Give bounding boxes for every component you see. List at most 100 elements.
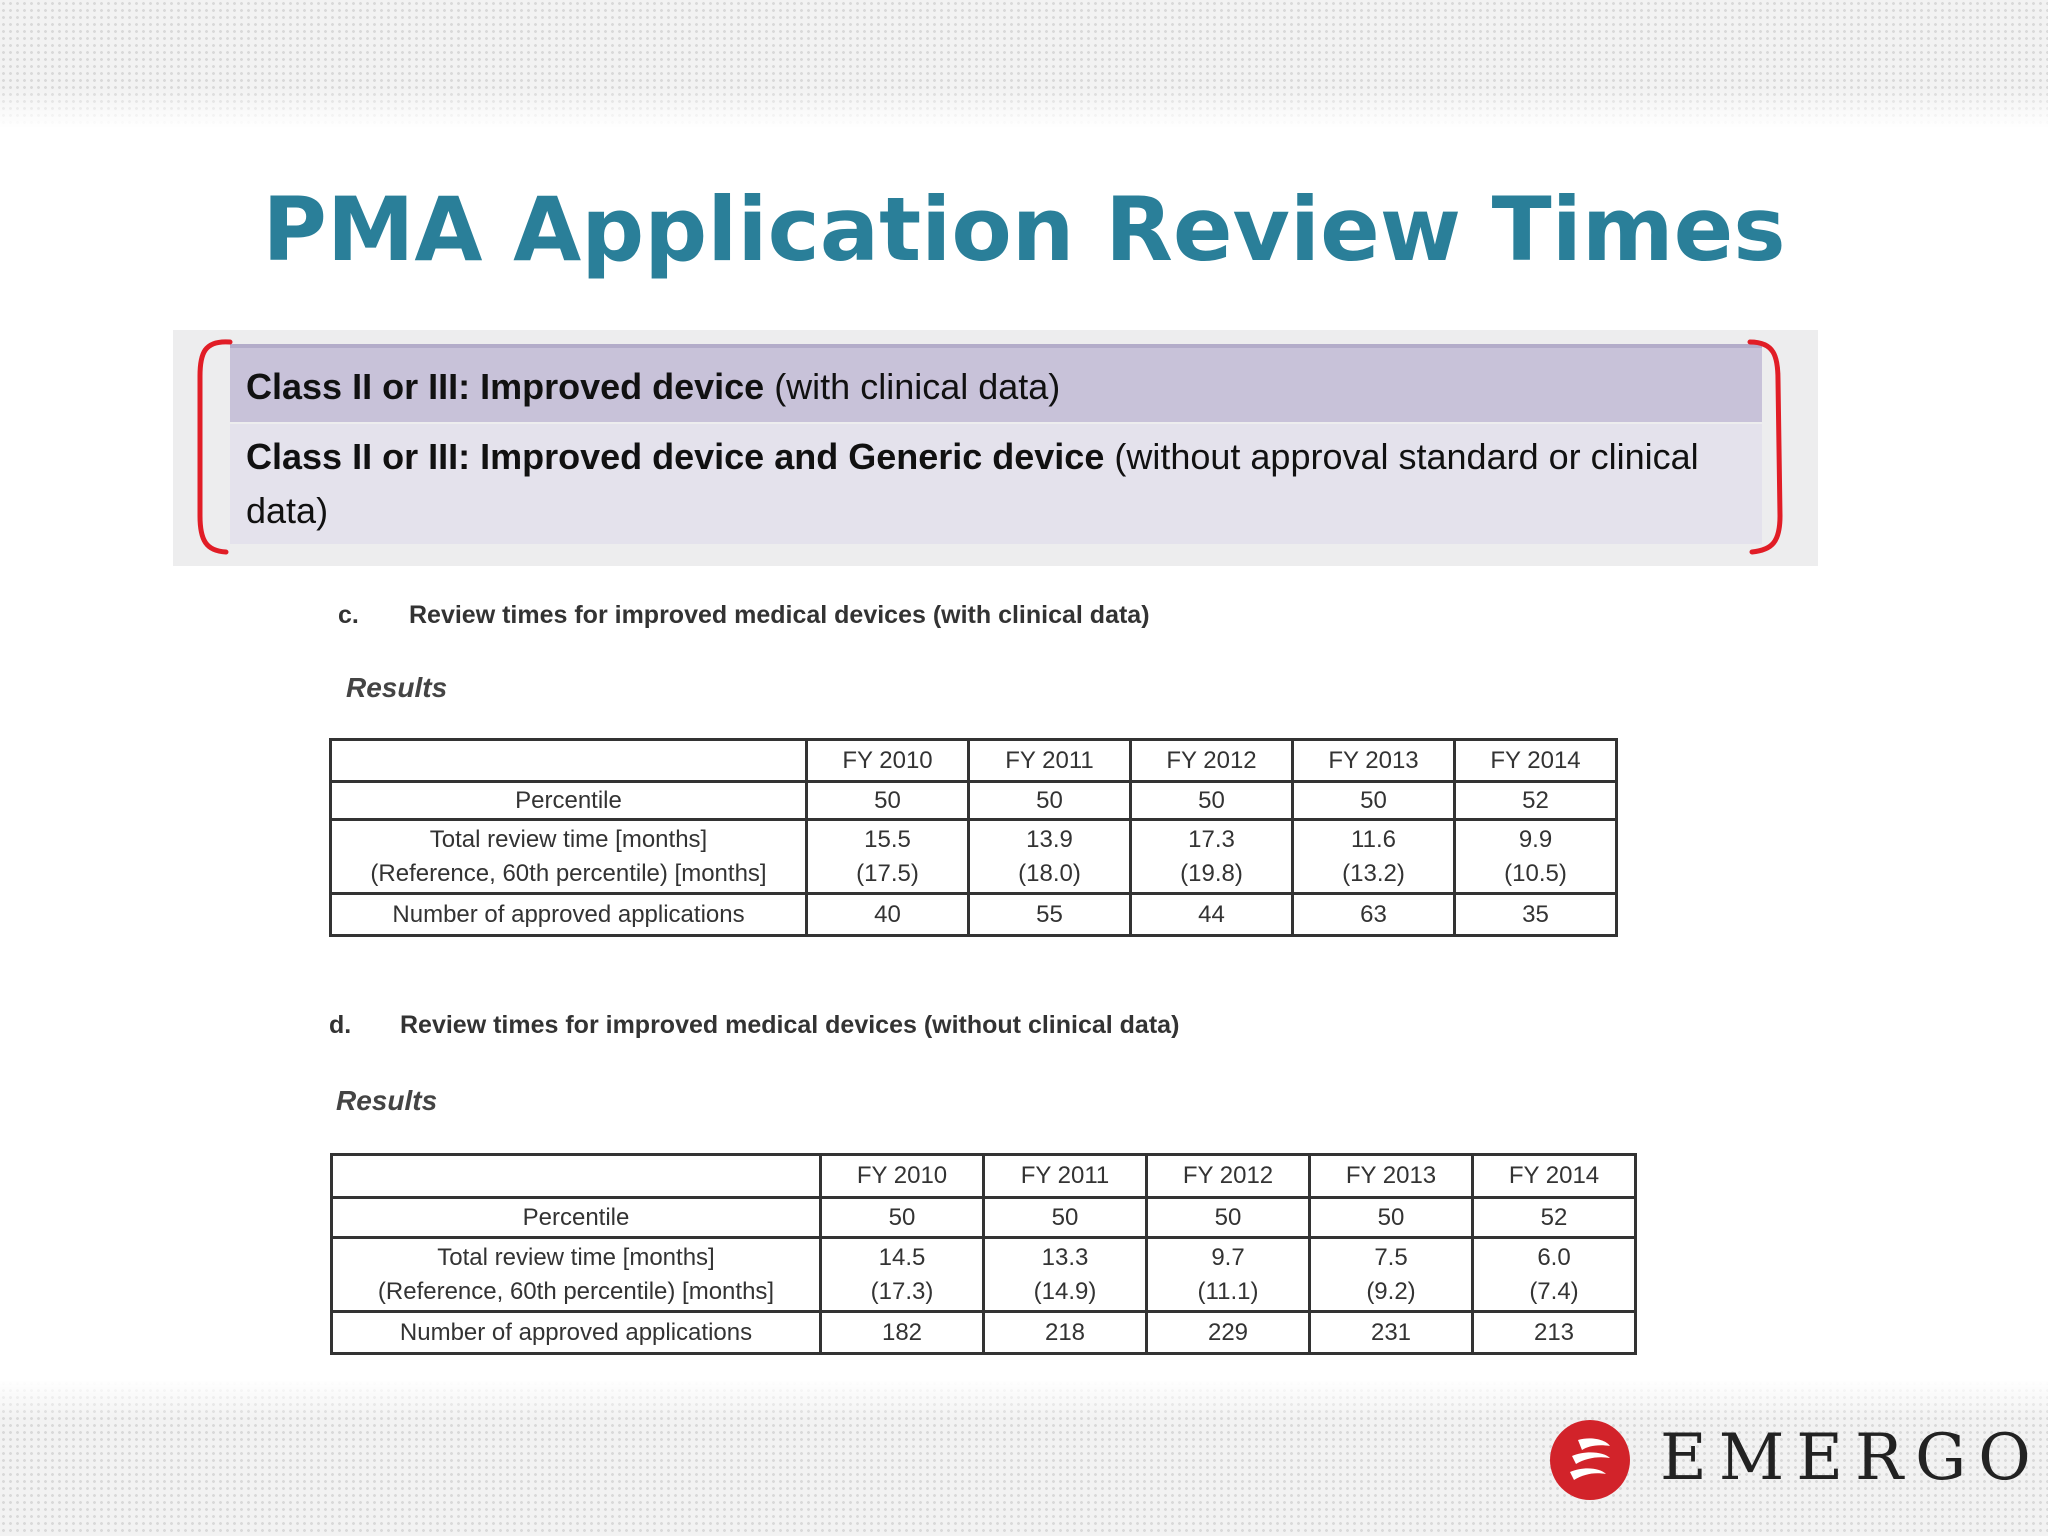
column-header: FY 2012 <box>1145 1153 1311 1199</box>
cell-reference: (19.8) <box>1180 859 1243 887</box>
column-header: FY 2014 <box>1453 738 1618 783</box>
table-cell: 182 <box>819 1310 985 1355</box>
column-header: FY 2012 <box>1129 738 1294 783</box>
table-cell: 50 <box>819 1196 985 1239</box>
cell-reference: (11.1) <box>1197 1277 1259 1305</box>
table-cell: 50 <box>1291 780 1456 821</box>
table-cell: 231 <box>1308 1310 1474 1355</box>
table-cell: 52 <box>1471 1196 1637 1239</box>
slide-title: PMA Application Review Times <box>262 178 1786 281</box>
column-header: FY 2010 <box>805 738 970 783</box>
right-red-bracket <box>1747 339 1783 555</box>
row-label-line: Total review time [months] <box>437 1243 715 1271</box>
cell-value: 15.5 <box>864 825 911 853</box>
table-corner-cell <box>329 738 808 783</box>
table-cell: 50 <box>805 780 970 821</box>
table-cell: 50 <box>1145 1196 1311 1239</box>
left-red-bracket <box>197 339 233 555</box>
table-cell: 13.3 (14.9) <box>982 1236 1148 1313</box>
table-cell: 14.5 (17.3) <box>819 1236 985 1313</box>
column-header: FY 2010 <box>819 1153 985 1199</box>
table-cell: 44 <box>1129 892 1294 937</box>
row-label: Total review time [months] (Reference, 60… <box>329 818 808 895</box>
table-row-total-review-time: Total review time [months] (Reference, 60… <box>329 818 1618 895</box>
table-cell: 40 <box>805 892 970 937</box>
bottom-band-fade <box>0 1380 2048 1420</box>
table-cell: 9.7 (11.1) <box>1145 1236 1311 1313</box>
table-cell: 55 <box>967 892 1132 937</box>
column-header: FY 2011 <box>982 1153 1148 1199</box>
table-header-row: FY 2010 FY 2011 FY 2012 FY 2013 FY 2014 <box>329 738 1618 783</box>
table-cell: 52 <box>1453 780 1618 821</box>
table-cell: 50 <box>967 780 1132 821</box>
table-cell: 9.9 (10.5) <box>1453 818 1618 895</box>
table-header-row: FY 2010 FY 2011 FY 2012 FY 2013 FY 2014 <box>330 1153 1637 1199</box>
class-row-normal: (with clinical data) <box>764 366 1061 407</box>
row-label-line: (Reference, 60th percentile) [months] <box>377 1277 775 1305</box>
class-row-normal: (without approval standard or clinical d… <box>246 436 1699 531</box>
cell-value: 9.7 <box>1211 1243 1245 1271</box>
cell-value: 17.3 <box>1188 825 1235 853</box>
table-cell: 63 <box>1291 892 1456 937</box>
table-cell: 50 <box>982 1196 1148 1239</box>
column-header: FY 2013 <box>1291 738 1456 783</box>
table-cell: 17.3 (19.8) <box>1129 818 1294 895</box>
emergo-logo-text: EMERGO <box>1660 1421 2043 1495</box>
row-label: Number of approved applications <box>329 892 808 937</box>
cell-value: 14.5 <box>878 1243 926 1271</box>
table-cell: 50 <box>1129 780 1294 821</box>
cell-reference: (17.3) <box>870 1277 934 1305</box>
table-row-approved-applications: Number of approved applications 40 55 44… <box>329 892 1618 937</box>
table-row-percentile: Percentile 50 50 50 50 52 <box>329 780 1618 821</box>
cell-value: 11.6 <box>1351 825 1396 853</box>
section-d-letter: d. <box>329 1011 352 1039</box>
cell-value: 6.0 <box>1537 1243 1571 1271</box>
top-band-fade <box>0 88 2048 128</box>
row-label-line: (Reference, 60th percentile) [months] <box>370 859 767 887</box>
section-c-letter: c. <box>338 601 359 629</box>
table-corner-cell <box>330 1153 822 1199</box>
table-row-total-review-time: Total review time [months] (Reference, 60… <box>330 1236 1637 1313</box>
section-d-heading: Review times for improved medical device… <box>400 1011 1180 1039</box>
table-cell: 218 <box>982 1310 1148 1355</box>
cell-value: 9.9 <box>1518 825 1553 853</box>
table-cell: 35 <box>1453 892 1618 937</box>
table-cell: 213 <box>1471 1310 1637 1355</box>
class-row-bold: Class II or III: Improved device <box>246 366 765 407</box>
column-header: FY 2011 <box>967 738 1132 783</box>
table-row-approved-applications: Number of approved applications 182 218 … <box>330 1310 1637 1355</box>
cell-reference: (13.2) <box>1342 859 1405 887</box>
table-cell: 13.9 (18.0) <box>967 818 1132 895</box>
cell-reference: (10.5) <box>1504 859 1567 887</box>
table-row-percentile: Percentile 50 50 50 50 52 <box>330 1196 1637 1239</box>
cell-reference: (18.0) <box>1018 859 1081 887</box>
cell-value: 13.9 <box>1026 825 1073 853</box>
class-row-improved-generic: Class II or III: Improved device and Gen… <box>230 424 1762 544</box>
cell-value: 13.3 <box>1041 1243 1089 1271</box>
row-label: Total review time [months] (Reference, 60… <box>330 1236 822 1313</box>
class-row-bold: Class II or III: Improved device and Gen… <box>246 436 1105 477</box>
column-header: FY 2013 <box>1308 1153 1474 1199</box>
row-label: Percentile <box>329 780 808 821</box>
review-times-table-c: FY 2010 FY 2011 FY 2012 FY 2013 FY 2014 … <box>329 738 1618 937</box>
cell-reference: (9.2) <box>1366 1277 1416 1305</box>
column-header: FY 2014 <box>1471 1153 1637 1199</box>
table-cell: 7.5 (9.2) <box>1308 1236 1474 1313</box>
row-label: Percentile <box>330 1196 822 1239</box>
table-cell: 15.5 (17.5) <box>805 818 970 895</box>
cell-reference: (14.9) <box>1033 1277 1097 1305</box>
cell-reference: (7.4) <box>1529 1277 1579 1305</box>
table-cell: 6.0 (7.4) <box>1471 1236 1637 1313</box>
review-times-table-d: FY 2010 FY 2011 FY 2012 FY 2013 FY 2014 … <box>330 1153 1637 1355</box>
section-d-results-label: Results <box>336 1085 438 1116</box>
row-label-line: Total review time [months] <box>429 825 708 853</box>
table-cell: 229 <box>1145 1310 1311 1355</box>
row-label: Number of approved applications <box>330 1310 822 1355</box>
cell-value: 7.5 <box>1374 1243 1408 1271</box>
table-cell: 11.6 (13.2) <box>1291 818 1456 895</box>
emergo-logo-icon <box>1550 1420 1630 1500</box>
cell-reference: (17.5) <box>856 859 919 887</box>
section-c-results-label: Results <box>346 672 448 703</box>
table-cell: 50 <box>1308 1196 1474 1239</box>
section-c-heading: Review times for improved medical device… <box>409 601 1150 629</box>
